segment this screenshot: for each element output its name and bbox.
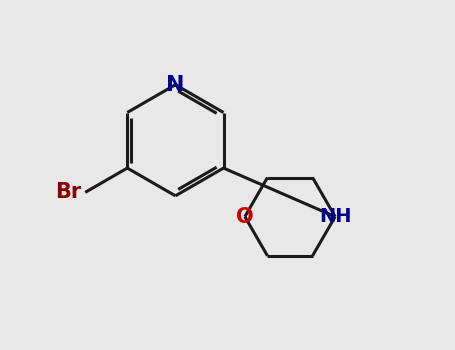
Text: NH: NH [319,207,351,226]
Text: O: O [236,206,254,227]
Text: N: N [166,75,185,95]
Text: Br: Br [56,182,82,202]
